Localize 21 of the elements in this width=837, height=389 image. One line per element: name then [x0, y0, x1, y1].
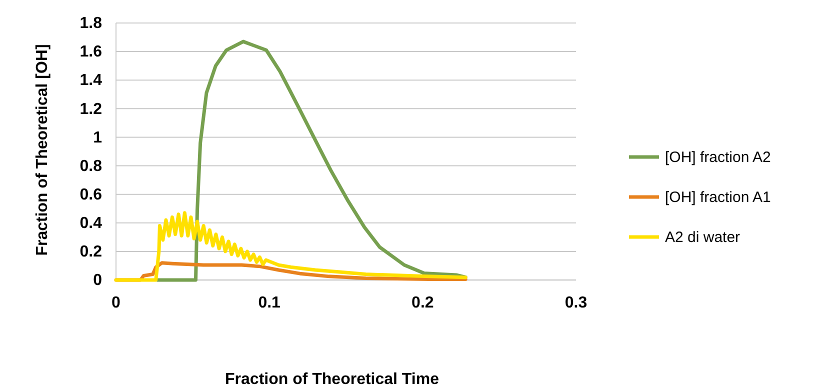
- line-series: [114, 211, 468, 282]
- legend-label: [OH] fraction A2: [665, 149, 771, 166]
- y-axis-title: Fraction of Theoretical [OH]: [34, 44, 51, 256]
- x-tick-label: 0.2: [412, 294, 434, 312]
- y-tick-label: 1.2: [80, 100, 102, 118]
- line-series: [156, 40, 468, 282]
- x-axis-title: Fraction of Theoretical Time: [225, 371, 440, 388]
- y-tick-label: 1.6: [80, 44, 102, 61]
- x-tick-label: 0.1: [258, 294, 281, 312]
- legend-label: A2 di water: [665, 229, 740, 246]
- y-tick-label: 0.6: [80, 186, 102, 204]
- y-tick-label: 1.8: [80, 15, 102, 32]
- y-tick-label: 1.4: [80, 72, 102, 90]
- legend-label: [OH] fraction A1: [665, 189, 771, 206]
- y-tick-label: 0.2: [80, 244, 102, 261]
- y-tick-label: 0: [93, 272, 102, 290]
- x-tick-label: 0.3: [564, 294, 588, 312]
- y-tick-label: 0.8: [80, 158, 102, 175]
- y-tick-label: 1: [93, 129, 102, 146]
- x-tick-label: 0: [112, 294, 121, 312]
- y-tick-label: 0.4: [80, 215, 102, 232]
